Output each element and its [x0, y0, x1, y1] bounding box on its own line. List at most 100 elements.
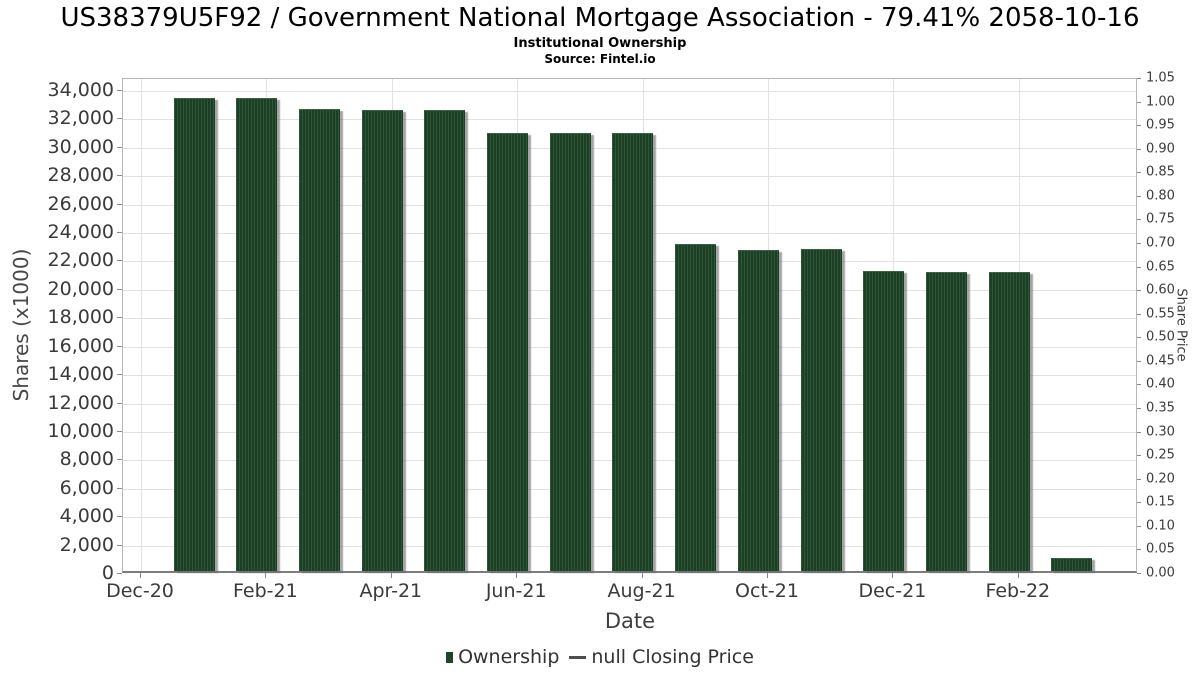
x-axis-tick [767, 573, 768, 578]
left-ytick-label: 8,000 [59, 448, 114, 471]
right-ytick-label: 0.00 [1146, 565, 1175, 581]
horizontal-gridline [123, 119, 1136, 121]
closing-price-series-marker-icon [569, 655, 587, 659]
right-axis-tick [1137, 243, 1141, 244]
right-ytick-label: 0.05 [1146, 541, 1175, 557]
right-axis-tick [1137, 549, 1141, 551]
right-ytick-label: 0.95 [1146, 117, 1175, 133]
chart-title: US38379U5F92 / Government National Mortg… [60, 3, 1140, 33]
left-axis-tick [117, 345, 122, 347]
left-ytick-label: 20,000 [47, 277, 114, 300]
left-axis-tick [117, 430, 122, 432]
left-axis-tick [117, 232, 122, 234]
right-axis-tick [1137, 478, 1141, 480]
xtick-label-oct-21: Oct-21 [735, 580, 799, 602]
ownership-bar-dec-21[interactable] [925, 271, 967, 571]
left-axis-tick [117, 146, 122, 148]
right-ytick-label: 0.70 [1146, 235, 1175, 251]
legend-item-closing-price[interactable]: null Closing Price [559, 646, 754, 668]
right-axis-tick [1137, 290, 1141, 292]
ownership-bar-oct-21[interactable] [800, 249, 842, 571]
x-axis-tick [140, 573, 141, 578]
left-axis-tick [117, 260, 122, 262]
right-ytick-label: 0.50 [1146, 329, 1175, 345]
left-ytick-label: 14,000 [47, 363, 114, 386]
left-axis-tick [117, 544, 122, 546]
left-axis-tick [117, 573, 122, 574]
right-axis-tick [1137, 337, 1141, 339]
ownership-bar-feb-21[interactable] [298, 108, 340, 571]
right-ytick-label: 0.45 [1146, 353, 1175, 369]
legend-label-ownership: Ownership [458, 646, 560, 668]
left-axis-tick [117, 402, 122, 404]
ownership-bar-may-21[interactable] [487, 133, 528, 571]
ownership-bar-jan-21[interactable] [236, 97, 278, 571]
right-ytick-label: 0.90 [1146, 141, 1175, 157]
right-axis-tick [1137, 78, 1141, 79]
right-ytick-label: 0.65 [1146, 259, 1175, 275]
horizontal-gridline [123, 91, 1136, 92]
chart-legend: Ownership null Closing Price [0, 646, 1200, 668]
ownership-bar-apr-21[interactable] [424, 110, 466, 571]
left-ytick-label: 18,000 [47, 306, 114, 329]
left-axis-tick [117, 90, 122, 91]
ownership-bar-jul-21[interactable] [612, 133, 654, 571]
right-axis-tick [1137, 313, 1141, 315]
left-axis-tick [117, 317, 122, 319]
right-ytick-label: 0.20 [1146, 471, 1175, 487]
right-ytick-label: 0.10 [1146, 518, 1175, 534]
ownership-bar-feb-22[interactable] [1051, 557, 1093, 571]
right-ytick-label: 0.80 [1146, 188, 1175, 204]
left-ytick-label: 2,000 [59, 533, 114, 556]
xtick-label-dec-21: Dec-21 [858, 580, 927, 602]
right-axis-tick [1137, 525, 1141, 527]
xtick-label-aug-21: Aug-21 [607, 580, 676, 602]
left-axis-tick [117, 288, 122, 290]
right-ytick-label: 0.30 [1146, 424, 1175, 440]
right-ytick-label: 0.75 [1146, 211, 1175, 227]
ownership-bar-jun-21[interactable] [549, 133, 591, 571]
right-axis-tick [1137, 172, 1141, 174]
right-ytick-label: 0.40 [1146, 376, 1175, 392]
right-ytick-label: 0.15 [1146, 494, 1175, 510]
x-axis-tick [1017, 573, 1019, 578]
right-axis-tick [1137, 219, 1141, 221]
right-ytick-label: 0.85 [1146, 164, 1175, 180]
x-axis-tick [641, 573, 643, 578]
right-ytick-label: 1.05 [1146, 70, 1175, 86]
left-ytick-label: 28,000 [47, 164, 114, 187]
left-ytick-label: 6,000 [59, 476, 114, 499]
right-ytick-label: 0.60 [1146, 282, 1175, 298]
left-axis-tick [117, 175, 122, 177]
left-axis-tick [117, 118, 122, 120]
left-axis-tick [117, 516, 122, 518]
right-axis-tick [1137, 360, 1141, 362]
right-axis-tick [1137, 384, 1141, 386]
right-axis-tick [1137, 455, 1141, 457]
right-ytick-label: 0.55 [1146, 306, 1175, 322]
left-ytick-label: 4,000 [59, 505, 114, 528]
plot-area [122, 78, 1137, 573]
ownership-bar-nov-21[interactable] [863, 271, 905, 571]
ownership-bar-aug-21[interactable] [675, 243, 717, 571]
vertical-gridline [141, 79, 142, 571]
ownership-bar-mar-21[interactable] [361, 110, 403, 571]
left-ytick-label: 24,000 [47, 221, 114, 244]
right-axis-tick [1137, 101, 1141, 103]
right-axis-tick [1137, 125, 1141, 127]
right-axis-tick [1137, 266, 1141, 268]
ownership-bar-jan-22[interactable] [988, 271, 1030, 571]
left-ytick-label: 16,000 [47, 334, 114, 357]
left-ytick-label: 12,000 [47, 391, 114, 414]
xtick-label-jun-21: Jun-21 [485, 580, 547, 602]
left-axis-tick [117, 487, 122, 489]
left-ytick-label: 32,000 [47, 107, 114, 130]
ownership-bar-sep-21[interactable] [737, 249, 779, 571]
ownership-series-marker-icon [446, 651, 454, 663]
left-ytick-label: 34,000 [47, 79, 114, 101]
xtick-label-feb-21: Feb-21 [233, 580, 298, 602]
right-axis-tick [1137, 431, 1141, 433]
chart-source-label: Source: Fintel.io [544, 52, 656, 66]
ownership-bar-dec-20[interactable] [173, 97, 215, 571]
legend-item-ownership[interactable]: Ownership [446, 646, 559, 668]
